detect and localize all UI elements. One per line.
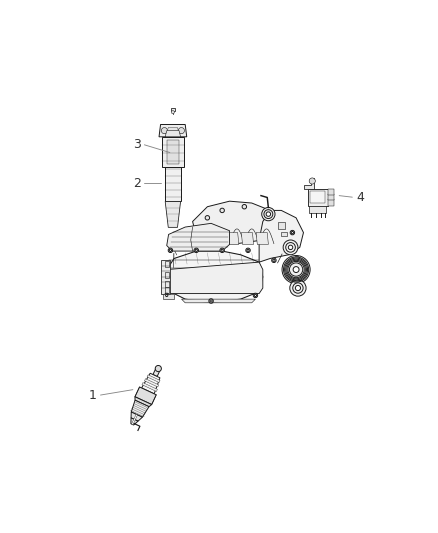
Text: 2: 2 bbox=[133, 177, 141, 190]
Circle shape bbox=[242, 205, 247, 209]
Circle shape bbox=[194, 248, 198, 253]
Bar bbox=[281, 232, 287, 236]
Circle shape bbox=[272, 258, 276, 263]
Polygon shape bbox=[167, 127, 179, 134]
Circle shape bbox=[290, 263, 303, 276]
Circle shape bbox=[264, 209, 273, 219]
Circle shape bbox=[210, 300, 212, 302]
Circle shape bbox=[247, 249, 249, 252]
Polygon shape bbox=[304, 178, 314, 189]
Polygon shape bbox=[161, 260, 170, 294]
Circle shape bbox=[282, 255, 310, 284]
Polygon shape bbox=[278, 222, 285, 229]
Bar bbox=[328, 199, 334, 206]
Circle shape bbox=[286, 259, 307, 280]
Circle shape bbox=[165, 293, 169, 297]
Circle shape bbox=[288, 245, 293, 249]
Polygon shape bbox=[145, 379, 159, 387]
Polygon shape bbox=[162, 137, 184, 167]
Text: 1: 1 bbox=[89, 389, 97, 401]
Polygon shape bbox=[309, 206, 326, 213]
Polygon shape bbox=[165, 262, 263, 294]
Polygon shape bbox=[307, 189, 328, 206]
Circle shape bbox=[221, 249, 223, 252]
Circle shape bbox=[155, 366, 161, 372]
Circle shape bbox=[253, 293, 258, 297]
Polygon shape bbox=[159, 125, 187, 137]
Polygon shape bbox=[131, 400, 149, 417]
Circle shape bbox=[195, 249, 198, 252]
Polygon shape bbox=[170, 108, 175, 111]
Circle shape bbox=[161, 127, 167, 134]
Polygon shape bbox=[165, 281, 169, 287]
Circle shape bbox=[283, 240, 298, 255]
Circle shape bbox=[291, 231, 293, 233]
Circle shape bbox=[205, 215, 210, 220]
Circle shape bbox=[220, 208, 224, 213]
Polygon shape bbox=[165, 131, 180, 137]
Polygon shape bbox=[193, 201, 281, 244]
Circle shape bbox=[220, 248, 224, 253]
Polygon shape bbox=[163, 294, 174, 299]
Polygon shape bbox=[135, 387, 156, 405]
Polygon shape bbox=[259, 211, 304, 262]
Circle shape bbox=[166, 294, 168, 296]
Polygon shape bbox=[241, 232, 254, 245]
Polygon shape bbox=[212, 232, 224, 245]
Circle shape bbox=[266, 212, 271, 216]
Polygon shape bbox=[310, 191, 325, 203]
Circle shape bbox=[170, 249, 172, 252]
Polygon shape bbox=[165, 272, 169, 278]
Bar bbox=[328, 189, 334, 195]
Polygon shape bbox=[181, 299, 255, 303]
Circle shape bbox=[290, 230, 295, 235]
Polygon shape bbox=[141, 373, 160, 394]
Bar bbox=[328, 194, 334, 200]
Circle shape bbox=[293, 283, 303, 293]
Circle shape bbox=[309, 178, 315, 184]
Circle shape bbox=[290, 280, 306, 296]
Polygon shape bbox=[131, 414, 138, 425]
Text: 3: 3 bbox=[133, 138, 141, 151]
Circle shape bbox=[209, 299, 213, 303]
Polygon shape bbox=[147, 375, 160, 383]
Polygon shape bbox=[165, 201, 180, 228]
Circle shape bbox=[286, 243, 295, 252]
Circle shape bbox=[171, 111, 174, 114]
Polygon shape bbox=[135, 397, 152, 407]
Circle shape bbox=[273, 259, 275, 261]
Circle shape bbox=[295, 286, 300, 290]
Polygon shape bbox=[131, 412, 142, 421]
Circle shape bbox=[254, 294, 257, 296]
Circle shape bbox=[178, 127, 184, 134]
Polygon shape bbox=[167, 251, 263, 303]
Polygon shape bbox=[165, 261, 169, 267]
Circle shape bbox=[262, 207, 275, 221]
Circle shape bbox=[293, 266, 299, 272]
Polygon shape bbox=[226, 232, 239, 245]
Polygon shape bbox=[165, 287, 169, 293]
Circle shape bbox=[168, 248, 173, 253]
Circle shape bbox=[246, 248, 250, 253]
Polygon shape bbox=[197, 232, 209, 245]
Text: 4: 4 bbox=[356, 191, 364, 204]
Polygon shape bbox=[167, 223, 230, 251]
Polygon shape bbox=[165, 167, 180, 201]
Polygon shape bbox=[167, 140, 179, 164]
Polygon shape bbox=[153, 368, 160, 376]
Polygon shape bbox=[131, 418, 138, 425]
Polygon shape bbox=[142, 383, 157, 391]
Polygon shape bbox=[256, 232, 268, 245]
